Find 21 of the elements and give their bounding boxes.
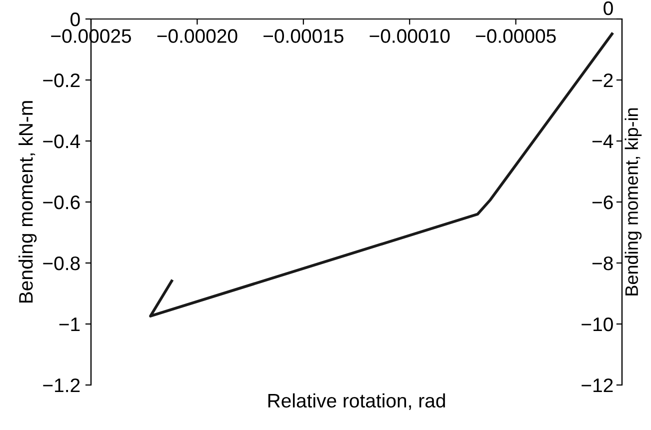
- y-tick-label: −0.8: [43, 256, 80, 270]
- x-axis-title: Relative rotation, rad: [268, 393, 445, 410]
- y-tick-label: −1: [59, 318, 80, 332]
- x-tick-label: −0.00005: [476, 29, 556, 43]
- y-tick-label: −0.2: [43, 73, 80, 88]
- y2-tick-label: −10: [582, 317, 613, 332]
- y2-axis-title: Bending moment, kip-in: [624, 108, 642, 296]
- y-tick-label: 0: [70, 12, 80, 26]
- x-tick-label: −0.00010: [370, 29, 450, 43]
- y-tick-label: −0.6: [43, 195, 80, 210]
- y2-tick-label: −6: [592, 195, 613, 210]
- y-tick-label: −0.4: [43, 134, 80, 148]
- y-tick-label: −1.2: [43, 378, 80, 392]
- y2-tick-label: −2: [592, 73, 613, 88]
- y2-tick-label: 0: [604, 1, 613, 16]
- x-tick-label: −0.00015: [264, 29, 344, 43]
- y2-tick-label: −8: [592, 256, 613, 270]
- y2-tick-label: −4: [592, 134, 614, 148]
- y2-tick-label: −12: [582, 378, 613, 392]
- x-tick-label: −0.00020: [157, 29, 238, 43]
- y-axis-title: Bending moment, kN-m: [18, 101, 37, 303]
